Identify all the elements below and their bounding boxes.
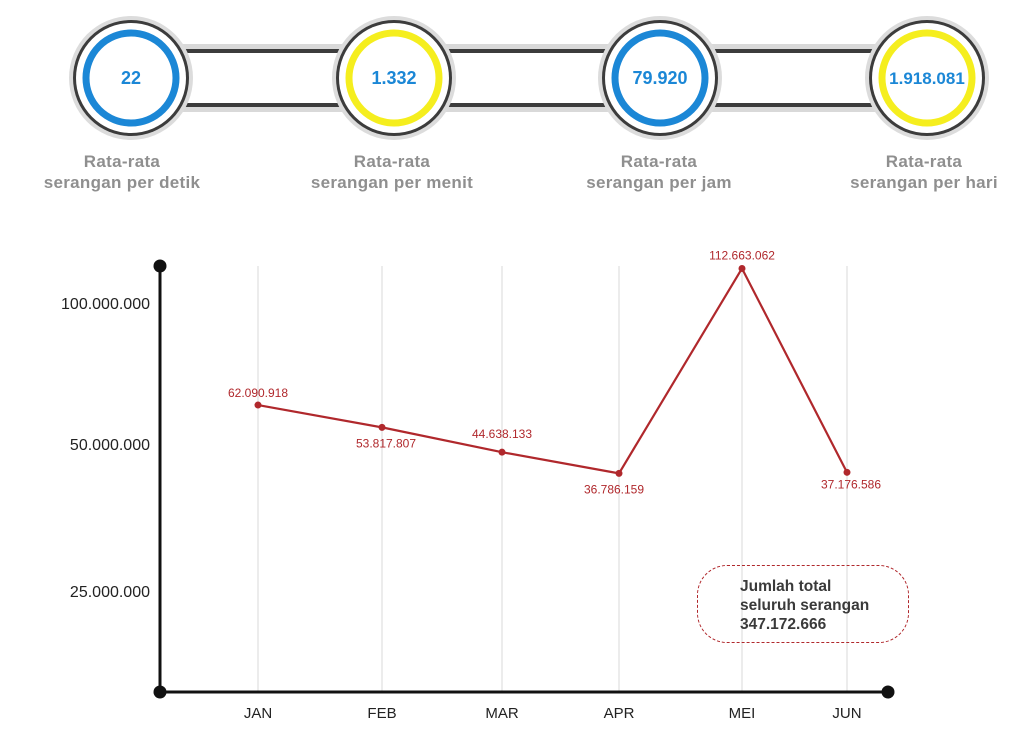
data-label: 37.176.586 bbox=[821, 477, 881, 491]
data-label: 112.663.062 bbox=[709, 248, 775, 262]
x-tick-label: FEB bbox=[367, 705, 396, 722]
data-label: 44.638.133 bbox=[472, 427, 532, 441]
stat-color-ring bbox=[878, 29, 976, 127]
data-point bbox=[615, 469, 623, 477]
data-label: 53.817.807 bbox=[356, 436, 416, 450]
x-tick-label: MEI bbox=[729, 705, 756, 722]
origin-dot bbox=[153, 685, 167, 699]
stat-value: 1.918.081 bbox=[889, 69, 965, 88]
data-label: 62.090.918 bbox=[228, 386, 288, 400]
total-value: 347.172.666 bbox=[740, 616, 827, 633]
stat-label-per-hour: Rata-rata serangan per jam bbox=[586, 152, 732, 192]
stat-label-per-day: Rata-rata serangan per hari bbox=[850, 152, 998, 192]
stat-color-ring bbox=[611, 29, 709, 127]
y-tick-label: 100.000.000 bbox=[61, 296, 150, 313]
y-tick-label: 50.000.000 bbox=[70, 437, 150, 454]
y-tick-label: 25.000.000 bbox=[70, 584, 150, 601]
data-point bbox=[843, 468, 851, 476]
stat-label-per-second: Rata-rata serangan per detik bbox=[43, 152, 201, 192]
stat-label-per-minute: Rata-rata serangan per menit bbox=[310, 152, 474, 192]
x-tick-label: APR bbox=[604, 705, 635, 722]
data-point bbox=[498, 448, 506, 456]
stat-value: 79.920 bbox=[632, 68, 687, 88]
data-label: 36.786.159 bbox=[584, 482, 644, 496]
x-axis-end-dot bbox=[881, 685, 895, 699]
total-attacks-text: Jumlah total seluruh serangan 347.172.66… bbox=[740, 577, 910, 634]
data-point bbox=[378, 423, 386, 431]
stat-color-ring bbox=[82, 29, 180, 127]
stat-value: 22 bbox=[121, 68, 141, 88]
stat-color-ring bbox=[345, 29, 443, 127]
total-attacks-box: Jumlah total seluruh serangan 347.172.66… bbox=[697, 565, 909, 643]
total-label-line1: Jumlah total bbox=[740, 578, 832, 595]
data-point bbox=[738, 264, 746, 272]
stats-strip: 22 1.332 79.920 1.918.081 bbox=[69, 16, 989, 140]
connector-bar-inner bbox=[131, 53, 927, 103]
x-tick-label: MAR bbox=[485, 705, 519, 722]
stat-value: 1.332 bbox=[371, 68, 416, 88]
series-line bbox=[257, 267, 848, 475]
x-tick-label: JUN bbox=[832, 705, 861, 722]
x-tick-label: JAN bbox=[244, 705, 272, 722]
y-axis-end-dot bbox=[153, 259, 167, 273]
total-label-line2: seluruh serangan bbox=[740, 597, 870, 614]
data-point bbox=[254, 401, 262, 409]
